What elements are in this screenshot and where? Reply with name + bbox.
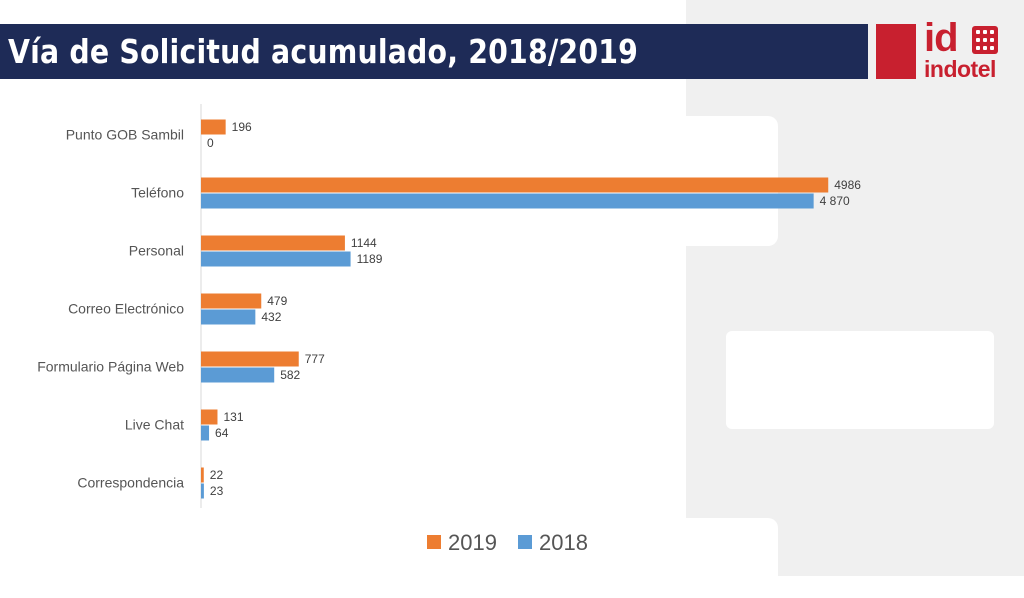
bar-2019	[201, 119, 226, 135]
data-label-2019: 777	[305, 352, 325, 366]
bar-chart: Punto GOB Sambil 196 0 Teléfono 4986 4 870 Per…	[37, 104, 861, 555]
bar-2019	[201, 235, 345, 251]
logo-grid-icon	[972, 26, 998, 54]
bar-2018	[201, 251, 351, 267]
data-label-2019: 131	[223, 410, 243, 424]
data-label-2018: 23	[210, 484, 224, 498]
data-label-2019: 1144	[351, 236, 377, 250]
category-label: Punto GOB Sambil	[66, 127, 184, 143]
bar-2019	[201, 467, 204, 483]
data-label-2018: 582	[280, 368, 300, 382]
legend-label-2019: 2019	[448, 530, 497, 555]
category-label: Correspondencia	[77, 475, 184, 491]
bar-2018	[201, 483, 204, 499]
category-label: Teléfono	[131, 185, 184, 201]
slide-title: Vía de Solicitud acumulado, 2018/2019	[8, 32, 639, 71]
legend-swatch-2018	[518, 535, 532, 549]
bar-2018	[201, 367, 275, 383]
legend-swatch-2019	[427, 535, 441, 549]
indotel-logo: id indotel	[922, 16, 1002, 82]
data-label-2019: 196	[232, 120, 252, 134]
data-label-2019: 479	[267, 294, 287, 308]
data-label-2018: 0	[207, 136, 214, 150]
category-label: Correo Electrónico	[68, 301, 184, 317]
data-label-2018: 4 870	[820, 194, 850, 208]
title-bar: Vía de Solicitud acumulado, 2018/2019	[0, 24, 868, 79]
bar-2019	[201, 409, 218, 425]
data-label-2019: 4986	[834, 178, 861, 192]
data-label-2019: 22	[210, 468, 224, 482]
bar-2018	[201, 193, 814, 209]
category-label: Personal	[129, 243, 184, 259]
logo-wordmark: indotel	[924, 56, 996, 82]
category-label: Formulario Página Web	[37, 359, 184, 375]
bar-2019	[201, 177, 829, 193]
logo-mark: id	[924, 16, 959, 60]
bar-2019	[201, 293, 262, 309]
data-label-2018: 64	[215, 426, 229, 440]
background-card-right	[726, 331, 994, 429]
data-label-2018: 432	[261, 310, 281, 324]
bar-2018	[201, 309, 256, 325]
legend-label-2018: 2018	[539, 530, 588, 555]
bar-2019	[201, 351, 299, 367]
accent-block	[876, 24, 916, 79]
category-label: Live Chat	[125, 417, 184, 433]
bar-2018	[201, 425, 210, 441]
background-panel-right	[686, 0, 1024, 576]
data-label-2018: 1189	[357, 252, 383, 266]
